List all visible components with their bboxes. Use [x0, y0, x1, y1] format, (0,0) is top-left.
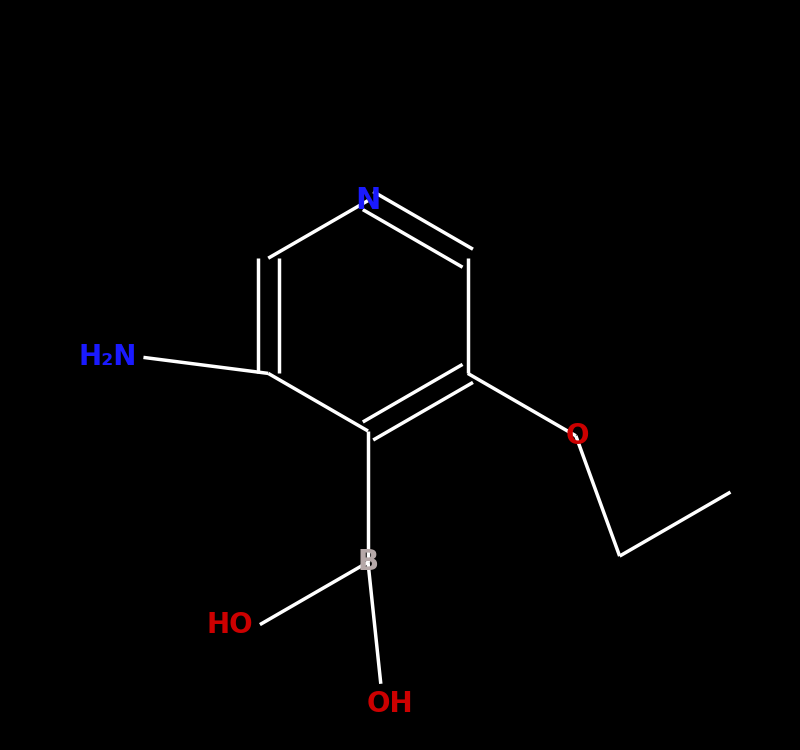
Text: N: N — [355, 186, 381, 215]
Text: OH: OH — [367, 690, 414, 718]
Text: B: B — [358, 548, 378, 576]
Text: H₂N: H₂N — [78, 344, 137, 371]
Text: HO: HO — [207, 610, 254, 638]
Text: O: O — [566, 422, 589, 450]
